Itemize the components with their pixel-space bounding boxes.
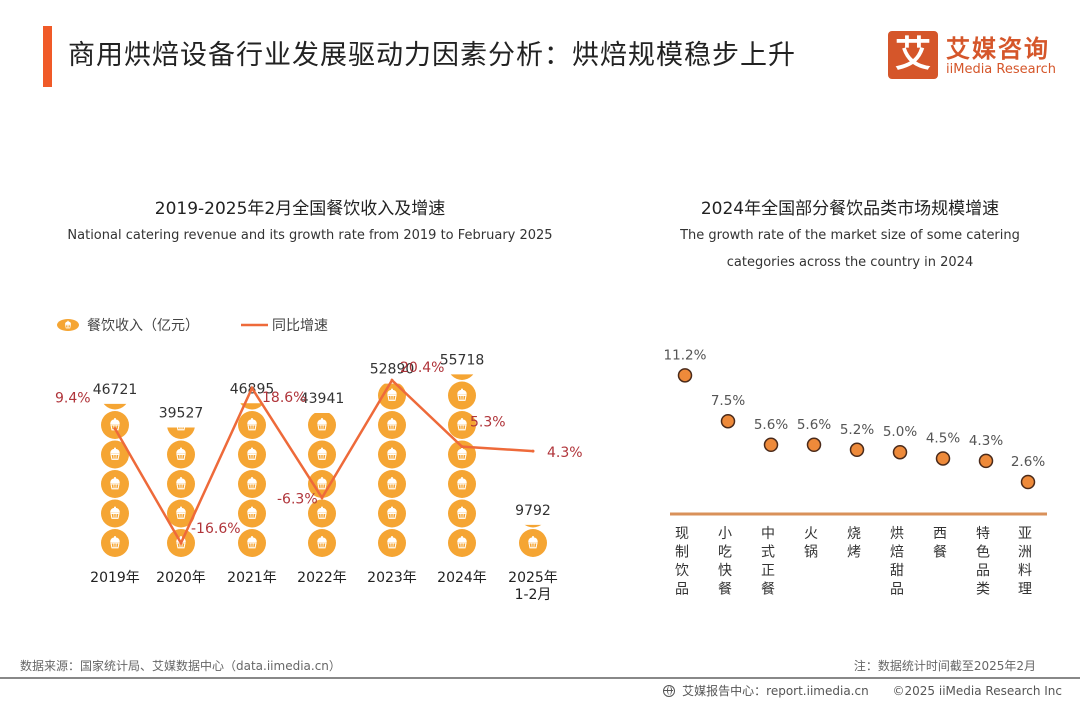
revenue-value-label: 52890 [370, 362, 415, 378]
logo-text-cn: 艾媒咨询 [946, 35, 1050, 63]
logo-text-en: iiMedia Research [946, 62, 1057, 77]
growth-rate-label: -6.3% [277, 492, 318, 508]
cupcake-icon-circle [103, 403, 127, 410]
legend-label-revenue: 餐饮收入（亿元） [87, 318, 199, 334]
globe-icon [663, 685, 676, 697]
x-axis-label: 1-2月 [515, 587, 552, 603]
revenue-bar: 55718 [440, 352, 485, 557]
growth-line-layer: 9.4% -16.6% 18.6% -6.3% 20.4% 5.3% 4.3% [55, 360, 583, 546]
growth-point [531, 449, 535, 453]
revenue-value-label: 43941 [300, 391, 345, 407]
revenue-value-label: 46721 [93, 382, 138, 398]
revenue-bar: 46895 [230, 381, 274, 557]
growth-rate-label: 5.3% [470, 415, 506, 431]
growth-point [250, 386, 254, 390]
right-chart-subtitle-line-1: The growth rate of the market size of so… [680, 228, 1020, 243]
x-axis-label: 2025年 [508, 570, 558, 586]
growth-rate-label: 9.4% [55, 391, 91, 407]
cupcake-icon-circle [167, 427, 195, 439]
growth-rate-label: -16.6% [191, 521, 241, 537]
growth-rate-label: 20.4% [400, 360, 444, 376]
growth-rate-label: 4.3% [547, 445, 583, 461]
cupcake-icon-circle [308, 412, 336, 439]
legend-growth: 同比增速 [241, 318, 328, 334]
growth-point [113, 427, 117, 431]
growth-point [320, 496, 324, 500]
growth-point [179, 541, 183, 545]
revenue-bar: 46721 [93, 382, 138, 557]
revenue-value-label: 9792 [515, 503, 551, 519]
right-chart-subtitle-line-2: categories across the country in 2024 [726, 255, 974, 270]
copyright: ©2025 iiMedia Research Inc [892, 684, 1062, 698]
revenue-value-label: 55718 [440, 352, 485, 368]
cupcake-icon-circle [524, 524, 542, 528]
footer-divider [0, 677, 1080, 679]
cupcake-icon-circle [450, 374, 474, 380]
growth-point [390, 378, 394, 382]
legend-label-growth: 同比增速 [272, 318, 328, 334]
iimedia-logo: 艾 艾媒咨询 iiMedia Research [888, 31, 1068, 81]
report-center-link[interactable]: 艾媒报告中心：report.iimedia.cn [682, 684, 869, 698]
x-axis-label: 2021年 [227, 570, 277, 586]
data-note: 注：数据统计时间截至2025年2月 [853, 659, 1036, 673]
left-chart-subtitle: National catering revenue and its growth… [67, 228, 553, 243]
right-chart-subtitle: The growth rate of the market size of so… [640, 222, 1060, 276]
revenue-bar: 52890 [370, 362, 415, 557]
x-axis-label: 2020年 [156, 570, 206, 586]
growth-rate-label: 18.6% [262, 390, 306, 406]
legend-revenue: 餐饮收入（亿元） [57, 318, 199, 334]
x-axis-label: 2024年 [437, 570, 487, 586]
footer-credits: 艾媒报告中心：report.iimedia.cn ©2025 iiMedia R… [659, 682, 1062, 699]
growth-point [460, 445, 464, 449]
title-accent-bar [43, 26, 52, 87]
left-chart-title: 2019-2025年2月全国餐饮收入及增速 [154, 199, 446, 219]
data-source: 数据来源：国家统计局、艾媒数据中心（data.iimedia.cn） [20, 659, 341, 673]
revenue-bar: 39527 [159, 405, 204, 557]
x-axis-label: 2022年 [297, 570, 347, 586]
pictorial-bars: 46721 39527 46895 43941 52890 55718 9792 [93, 352, 551, 557]
page-title: 商用烘焙设备行业发展驱动力因素分析：烘焙规模稳步上升 [68, 40, 796, 71]
x-axis-label: 2019年 [90, 570, 140, 586]
legend: 餐饮收入（亿元） 同比增速 [57, 318, 328, 334]
x-axis-label: 2023年 [367, 570, 417, 586]
logo-mark-icon: 艾 [888, 31, 938, 79]
revenue-bar: 43941 [300, 391, 345, 557]
right-chart-title: 2024年全国部分餐饮品类市场规模增速 [700, 199, 1000, 219]
revenue-bar: 9792 [515, 503, 551, 557]
revenue-value-label: 39527 [159, 405, 204, 421]
cupcake-icon-circle [240, 403, 264, 410]
